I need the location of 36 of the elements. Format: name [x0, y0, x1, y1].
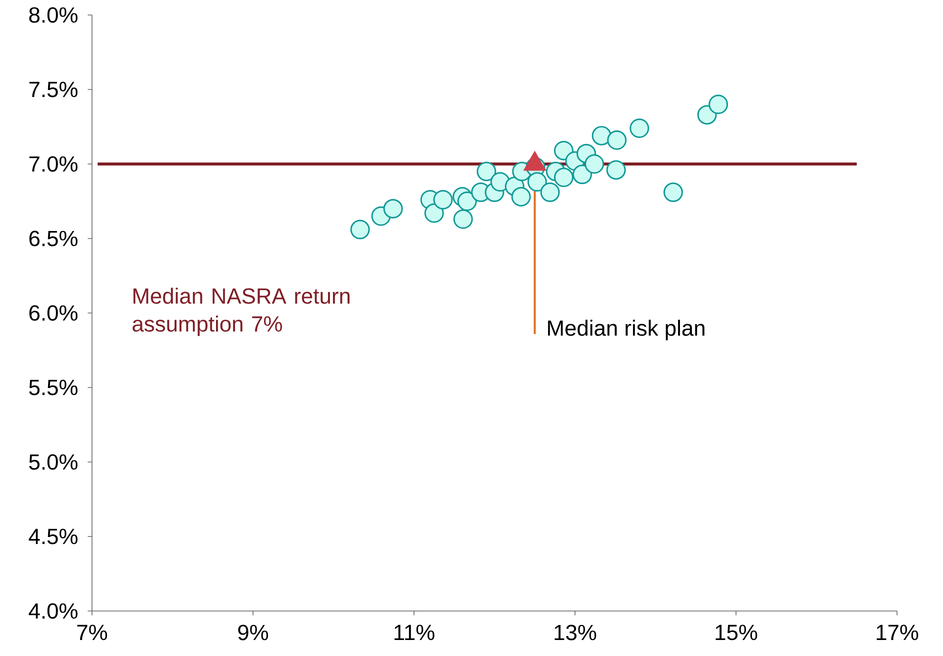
y-tick-label: 4.5%: [28, 528, 78, 544]
annotation: Median risk plan: [548, 320, 704, 340]
y-tick-label: 7.0%: [29, 156, 78, 172]
y-tick-label: 6.5%: [29, 230, 78, 246]
y-tick-label: 8.0%: [29, 7, 78, 23]
x-tick-label: 9%: [238, 624, 268, 640]
point: [433, 190, 453, 210]
point: [592, 126, 612, 146]
point: [383, 198, 403, 218]
x-tick-label: 13%: [554, 624, 596, 640]
point: [606, 160, 626, 180]
y-tick-label: 6.0%: [29, 305, 78, 321]
x-tick-label: 15%: [716, 624, 758, 640]
point: [584, 154, 604, 174]
point: [453, 209, 473, 229]
x-tick-label: 11%: [394, 624, 434, 640]
point: [607, 130, 627, 150]
y-tick-label: 5.0%: [29, 454, 78, 470]
y-tick-label: 5.5%: [29, 380, 78, 396]
point: [572, 164, 592, 184]
point: [554, 168, 574, 188]
y-tick-label: 4.0%: [28, 603, 78, 619]
point: [663, 182, 683, 202]
point: [511, 187, 531, 207]
point: [527, 172, 547, 192]
x-tick-label: 17%: [876, 624, 918, 640]
point: [630, 118, 650, 138]
point: [476, 162, 496, 182]
point: [540, 182, 560, 202]
point: [424, 203, 444, 223]
point: [708, 94, 728, 114]
point: [350, 220, 370, 240]
y-tick-label: 7.5%: [29, 82, 78, 98]
x-tick-label: 7%: [77, 624, 108, 640]
ref-line-label: Median NASRA return assumption 7%: [132, 288, 350, 336]
point: [457, 192, 477, 211]
